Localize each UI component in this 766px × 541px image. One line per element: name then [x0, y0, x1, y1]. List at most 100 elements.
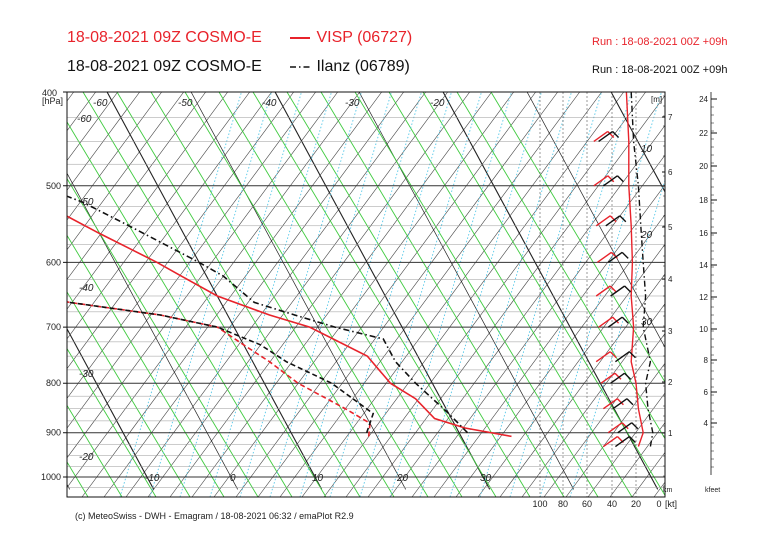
dry-adiabat — [147, 92, 448, 497]
mixing-ratio-line — [509, 92, 632, 497]
dry-adiabat — [81, 92, 382, 497]
pressure-tick-label: 400 — [42, 88, 57, 98]
wind-barb — [595, 351, 611, 363]
dry-adiabat — [323, 92, 624, 497]
kfeet-tick-label: 20 — [699, 162, 708, 171]
dry-adiabat — [67, 92, 272, 370]
wind-barb-flag — [624, 285, 632, 293]
dry-adiabat — [345, 92, 646, 497]
wind-axis-label: [kt] — [665, 499, 677, 509]
run-info-black: Run : 18-08-2021 00Z +09h — [592, 64, 728, 76]
temperature-profile-red — [67, 215, 512, 438]
km-tick-label: 1 — [668, 429, 673, 438]
run-info-red: Run : 18-08-2021 00Z +09h — [592, 36, 728, 48]
kfeet-axis-label: kfeet — [705, 487, 720, 494]
dry-adiabat — [742, 92, 766, 497]
isotherm-label: -60 — [77, 114, 92, 125]
wind-barb-flag — [612, 316, 620, 324]
wind-barb-flag — [628, 436, 636, 444]
dry-adiabat — [169, 92, 470, 497]
legend-red-label: VISP (06727) — [316, 29, 413, 46]
wind-barb-flag — [605, 82, 611, 88]
dewpoint-profile-black — [67, 301, 375, 433]
wind-barb-flag — [624, 372, 632, 380]
moist-adiabat — [116, 92, 361, 497]
dry-adiabat — [587, 392, 665, 497]
isotherm-label: -20 — [430, 98, 445, 109]
wind-barb — [602, 175, 618, 187]
moist-adiabat — [82, 92, 327, 497]
mixing-ratio-line — [389, 92, 512, 497]
kfeet-tick-label: 6 — [704, 388, 709, 397]
wind-isoline-label: 10 — [641, 144, 653, 155]
moist-adiabat — [354, 92, 599, 497]
moist-adiabat — [184, 92, 429, 497]
moist-adiabat — [67, 177, 259, 497]
wind-barb — [595, 215, 611, 227]
title-black: 18-08-2021 09Z COSMO-E — [67, 58, 262, 75]
wind-barb-flag — [612, 130, 620, 138]
dry-adiabat — [67, 92, 294, 399]
isotherm-label: -50 — [178, 98, 193, 109]
kfeet-tick-label: 22 — [699, 129, 708, 138]
wind-barb-flag — [621, 422, 629, 430]
wind-barb-flag — [609, 215, 617, 223]
moist-adiabat — [422, 92, 665, 497]
moist-adiabat — [150, 92, 395, 497]
isotherm-label: 20 — [396, 473, 409, 484]
isotherm-label: -20 — [79, 452, 94, 463]
wind-barb-flag — [607, 175, 615, 183]
moist-adiabat — [67, 461, 89, 497]
mixing-ratio-line — [539, 92, 662, 497]
dry-adiabat — [67, 92, 228, 310]
dry-adiabat — [521, 303, 665, 497]
wind-barb-flag — [609, 285, 617, 293]
wind-tick-label: 20 — [631, 499, 641, 509]
wind-barb-flag — [621, 316, 629, 324]
isotherm-label: -10 — [145, 473, 160, 484]
moist-adiabat — [252, 92, 497, 497]
isotherm — [526, 92, 665, 349]
wind-barb — [598, 316, 614, 328]
isotherm-label: -50 — [79, 197, 94, 208]
mixing-ratio-line — [239, 92, 362, 497]
wind-barb-flag — [607, 130, 615, 138]
pressure-tick-label: 600 — [46, 257, 61, 267]
moist-adiabat — [67, 234, 225, 497]
wind-barb — [607, 251, 623, 263]
wind-barb-flag — [616, 175, 624, 183]
moist-adiabat — [67, 404, 123, 497]
dry-adiabat — [0, 92, 30, 497]
dry-adiabat — [477, 243, 665, 497]
pressure-tick-label: 700 — [46, 322, 61, 332]
moist-adiabat — [67, 121, 293, 497]
wind-barb — [602, 435, 618, 448]
km-unit-label: km — [663, 487, 673, 494]
pressure-tick-label: 900 — [46, 428, 61, 438]
wind-barb — [617, 422, 633, 434]
dry-adiabat — [191, 92, 492, 497]
wind-barb — [614, 435, 630, 448]
mixing-ratio-line — [359, 92, 482, 497]
dry-adiabat — [543, 332, 665, 497]
mixing-ratio-line — [119, 92, 242, 497]
isotherm — [67, 327, 155, 490]
dry-adiabat — [676, 92, 766, 497]
dry-adiabat — [367, 95, 665, 497]
kfeet-tick-label: 16 — [699, 229, 708, 238]
dry-adiabat — [499, 273, 665, 497]
isotherm-label: -30 — [79, 369, 94, 380]
wind-barb — [610, 372, 626, 384]
wind-barb — [596, 92, 598, 93]
isotherm-label: -30 — [345, 98, 360, 109]
kfeet-tick-label: 14 — [699, 261, 708, 270]
dry-adiabat — [0, 92, 8, 497]
mixing-ratio-line — [419, 92, 542, 497]
wind-barb — [598, 130, 614, 143]
wind-barb — [593, 130, 609, 143]
wind-isoline-label: 20 — [640, 230, 653, 241]
pressure-axis-label: [hPa] — [42, 96, 63, 106]
km-tick-label: 2 — [668, 378, 673, 387]
temperature-profile-black — [67, 195, 469, 434]
pressure-tick-label: 800 — [46, 378, 61, 388]
